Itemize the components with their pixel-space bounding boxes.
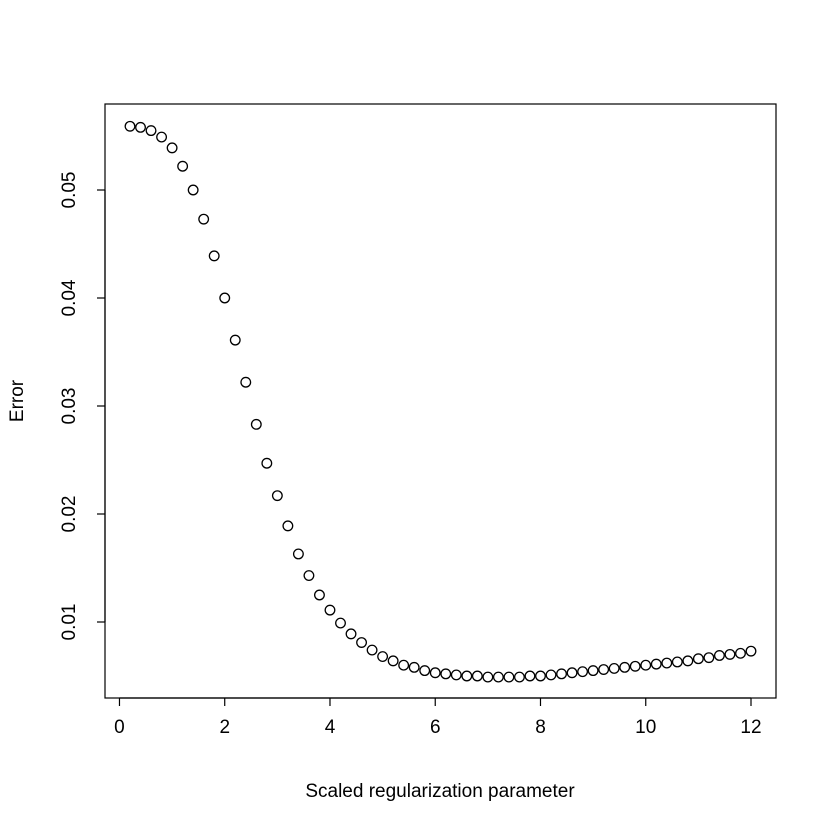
y-axis-title: Error [7, 379, 28, 422]
data-point [587, 665, 599, 677]
data-point [250, 418, 262, 430]
data-point [166, 142, 178, 154]
data-point [671, 656, 683, 668]
data-point [156, 131, 168, 143]
x-tick-label: 2 [219, 717, 230, 738]
y-tick-label: 0.04 [59, 279, 80, 316]
data-point [556, 668, 567, 680]
data-point [598, 664, 610, 675]
data-point [450, 669, 462, 681]
data-point [735, 647, 746, 659]
data-point [524, 670, 536, 682]
x-tick-label: 6 [430, 717, 441, 738]
x-tick-label: 8 [535, 717, 546, 738]
data-point [208, 250, 220, 262]
data-point [640, 659, 652, 671]
y-axis: 0.01 0.02 0.03 0.04 0.05 [59, 172, 106, 641]
data-point [608, 662, 620, 674]
data-point [545, 669, 557, 681]
data-point [419, 665, 431, 677]
data-point [240, 376, 252, 388]
data-point [461, 670, 473, 682]
data-point [261, 457, 273, 469]
data-point [366, 644, 378, 656]
data-point [303, 570, 315, 582]
data-point [335, 617, 346, 629]
y-tick-label: 0.03 [59, 388, 80, 425]
data-point [387, 655, 399, 667]
data-point [314, 589, 325, 601]
data-points [124, 120, 757, 683]
data-point [356, 637, 368, 648]
data-point [145, 125, 157, 137]
data-point [692, 653, 704, 665]
data-point [745, 645, 757, 657]
data-point [345, 628, 357, 640]
data-point [324, 604, 336, 616]
data-point [682, 655, 694, 667]
data-point [482, 671, 494, 683]
data-point [703, 652, 715, 664]
data-point [513, 671, 525, 683]
data-point [629, 660, 641, 672]
data-point [429, 667, 441, 679]
x-tick-label: 10 [635, 717, 656, 738]
data-point [471, 670, 483, 682]
y-tick-label: 0.01 [59, 604, 80, 641]
data-point [177, 160, 189, 172]
x-tick-label: 0 [114, 717, 125, 738]
y-tick-label: 0.05 [59, 172, 80, 209]
data-point [135, 121, 146, 133]
data-point [650, 658, 662, 670]
x-axis: 0 2 4 6 8 10 12 [114, 697, 762, 738]
data-point [619, 661, 631, 673]
data-point [440, 668, 452, 680]
data-point [271, 490, 283, 502]
data-point [377, 651, 389, 663]
data-point [492, 671, 504, 683]
data-point [724, 648, 736, 660]
x-tick-label: 4 [325, 717, 336, 738]
data-point [198, 213, 210, 225]
plot-frame [104, 103, 777, 699]
data-point [566, 667, 578, 679]
y-tick-label: 0.02 [59, 496, 80, 533]
data-point [713, 650, 725, 661]
data-point [219, 292, 231, 304]
data-point [408, 661, 420, 673]
x-tick-label: 12 [740, 717, 761, 738]
x-axis-title: Scaled regularization parameter [305, 781, 575, 802]
data-point [661, 657, 673, 669]
data-point [124, 120, 136, 132]
data-point [229, 334, 241, 346]
data-point [292, 548, 304, 560]
data-point [282, 520, 294, 532]
data-point [535, 670, 546, 682]
data-point [503, 671, 515, 683]
data-point [398, 659, 410, 671]
data-point [187, 184, 199, 196]
data-point [577, 666, 589, 678]
